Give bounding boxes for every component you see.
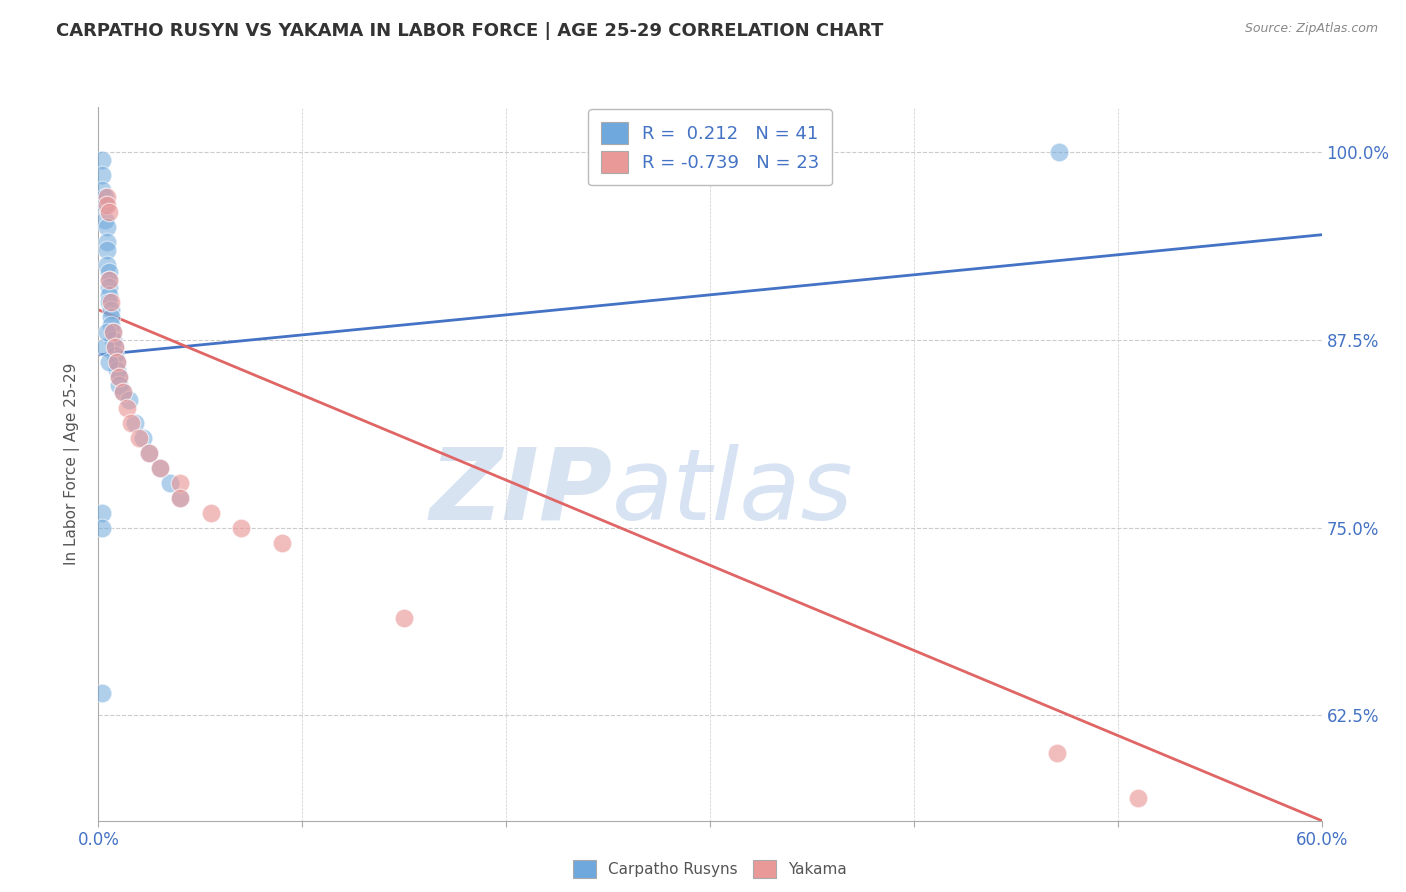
Point [270,535,294,549]
Point [169,491,191,505]
Point [169,475,191,490]
Text: CARPATHO RUSYN VS YAKAMA IN LABOR FORCE | AGE 25-29 CORRELATION CHART: CARPATHO RUSYN VS YAKAMA IN LABOR FORCE … [56,22,883,40]
Point [100,302,122,317]
Point [97,205,120,219]
Point [97,288,120,302]
Point [1128,791,1150,805]
Point [105,355,128,369]
Y-axis label: In Labor Force | Age 25-29: In Labor Force | Age 25-29 [63,363,80,565]
Point [128,431,150,445]
Point [96,258,118,272]
Text: ZIP: ZIP [429,444,612,541]
Point [231,521,253,535]
Point [97,280,120,294]
Point [149,460,172,475]
Point [96,235,118,250]
Point [96,326,118,340]
Point [100,318,122,332]
Point [91,183,114,197]
Point [118,392,141,407]
Point [91,168,114,182]
Point [120,416,142,430]
Point [96,197,118,211]
Point [111,385,134,400]
Point [392,611,416,625]
Point [91,506,114,520]
Point [97,295,120,310]
Text: Source: ZipAtlas.com: Source: ZipAtlas.com [1244,22,1378,36]
Point [105,355,128,369]
Point [101,326,124,340]
Point [159,475,181,490]
Point [138,445,160,459]
Point [96,220,118,235]
Point [101,333,124,347]
Point [91,686,114,700]
Point [132,431,155,445]
Point [149,460,172,475]
Point [91,521,114,535]
Point [93,197,115,211]
Point [169,491,191,505]
Point [200,506,222,520]
Point [104,348,127,362]
Point [108,370,131,384]
Point [124,416,146,430]
Point [97,273,120,287]
Point [105,363,128,377]
Point [115,401,138,415]
Point [1045,746,1069,760]
Point [93,340,115,354]
Point [91,153,114,167]
Point [101,326,124,340]
Point [104,340,127,354]
Point [108,370,131,384]
Point [97,273,120,287]
Text: atlas: atlas [612,444,853,541]
Point [104,340,127,354]
Point [111,385,134,400]
Point [93,190,115,204]
Point [96,190,118,204]
Point [1047,145,1070,160]
Point [96,243,118,257]
Point [93,212,115,227]
Point [97,355,120,369]
Legend: Carpatho Rusyns, Yakama: Carpatho Rusyns, Yakama [567,854,853,884]
Point [108,378,131,392]
Point [100,310,122,325]
Point [100,295,122,310]
Point [97,265,120,279]
Point [138,445,160,459]
